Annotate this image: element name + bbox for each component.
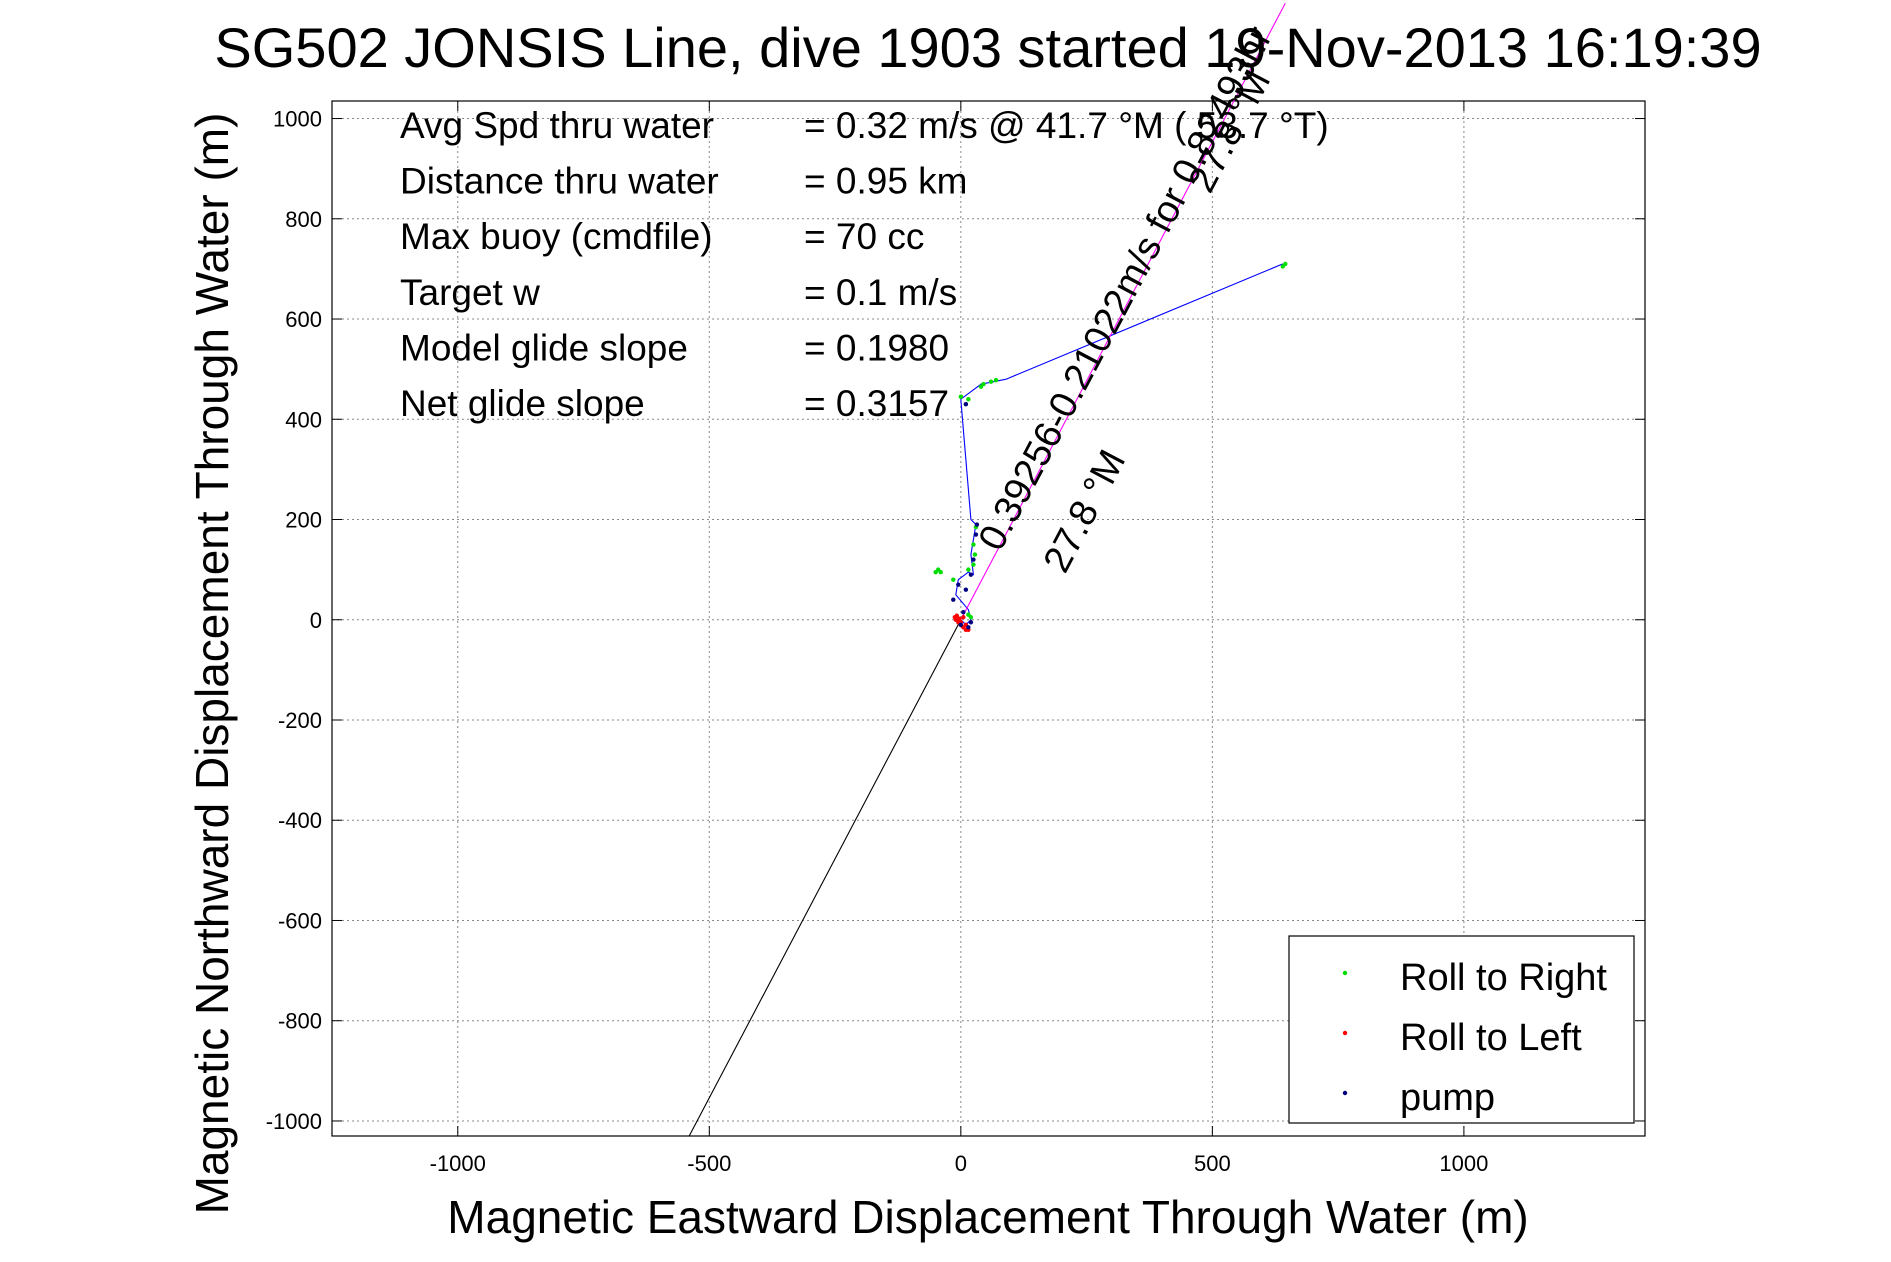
plot-frame [331, 100, 1646, 1137]
grid-lines [332, 101, 1645, 1136]
y-tick-label: -600 [278, 908, 322, 933]
stat-label: Target w [400, 272, 540, 313]
data-point [961, 610, 966, 615]
y-tick-label: 400 [285, 407, 322, 432]
stat-value: = 0.1 m/s [804, 272, 957, 313]
chart-title: SG502 JONSIS Line, dive 1903 started 19-… [214, 16, 1761, 79]
y-tick-label: 1000 [273, 107, 322, 132]
series-line [960, 3, 1286, 621]
legend-marker [1342, 970, 1348, 976]
stat-value: = 0.32 m/s @ 41.7 °M ( 53.7 °T) [804, 105, 1329, 146]
legend-marker [1342, 1030, 1348, 1036]
legend-label: Roll to Left [1400, 1017, 1582, 1059]
data-point [971, 542, 976, 547]
data-point [966, 625, 971, 630]
x-tick-label: -500 [687, 1151, 731, 1176]
series-line [688, 619, 962, 1137]
stat-label: Distance thru water [400, 161, 719, 202]
y-tick-label: -400 [278, 808, 322, 833]
legend-marker [1342, 1090, 1348, 1096]
stat-value: = 0.95 km [804, 161, 968, 202]
stat-label: Avg Spd thru water [400, 105, 714, 146]
y-tick-label: 200 [285, 508, 322, 533]
y-tick-label: 0 [310, 608, 322, 633]
data-point [957, 616, 962, 621]
x-axis-label: Magnetic Eastward Displacement Through W… [447, 1191, 1528, 1243]
axis-ticks: -1000 -500 0 500 1000 -1000 -800 -600 -400 -200 0 2… [266, 101, 1645, 1176]
data-point [951, 597, 956, 602]
y-tick-label: -200 [278, 708, 322, 733]
data-point [951, 577, 956, 582]
y-tick-label: -800 [278, 1009, 322, 1034]
legend-label: Roll to Right [1400, 957, 1607, 999]
y-axis-label: Magnetic Northward Displacement Through … [186, 113, 238, 1215]
data-point [971, 557, 976, 562]
stat-label: Max buoy (cmdfile) [400, 216, 713, 257]
series-layer [688, 3, 1288, 1137]
x-tick-label: 0 [955, 1151, 967, 1176]
stat-value: = 70 cc [804, 216, 924, 257]
data-point [974, 522, 980, 527]
data-point [966, 397, 971, 402]
data-point [956, 582, 961, 587]
data-point [988, 379, 994, 384]
data-point [973, 532, 979, 537]
data-point [952, 615, 957, 620]
x-tick-label: 500 [1194, 1151, 1231, 1176]
legend-label: pump [1400, 1077, 1495, 1119]
data-point [968, 615, 974, 620]
data-point [1280, 264, 1285, 269]
data-point [993, 377, 999, 383]
stat-value: = 0.3157 [804, 383, 949, 424]
data-point [971, 562, 976, 567]
data-point [968, 620, 974, 625]
y-tick-label: 600 [285, 307, 322, 332]
data-point [981, 381, 986, 387]
stats-block: Avg Spd thru water = 0.32 m/s @ 41.7 °M (… [400, 105, 1329, 424]
data-point [963, 402, 969, 407]
y-tick-label: 800 [285, 207, 322, 232]
x-tick-label: -1000 [430, 1151, 486, 1176]
legend: Roll to Right Roll to Left pump [1288, 935, 1635, 1124]
stat-label: Model glide slope [400, 327, 688, 368]
x-tick-label: 1000 [1439, 1151, 1488, 1176]
data-point [972, 552, 978, 557]
data-point [963, 587, 969, 592]
data-point [961, 615, 966, 620]
y-tick-label: -1000 [266, 1109, 322, 1134]
data-point [938, 569, 943, 575]
data-point [966, 567, 971, 572]
data-point [958, 622, 964, 627]
data-point [958, 394, 964, 399]
stat-value: = 0.1980 [804, 327, 949, 368]
stat-label: Net glide slope [400, 383, 645, 424]
data-point [968, 572, 974, 577]
